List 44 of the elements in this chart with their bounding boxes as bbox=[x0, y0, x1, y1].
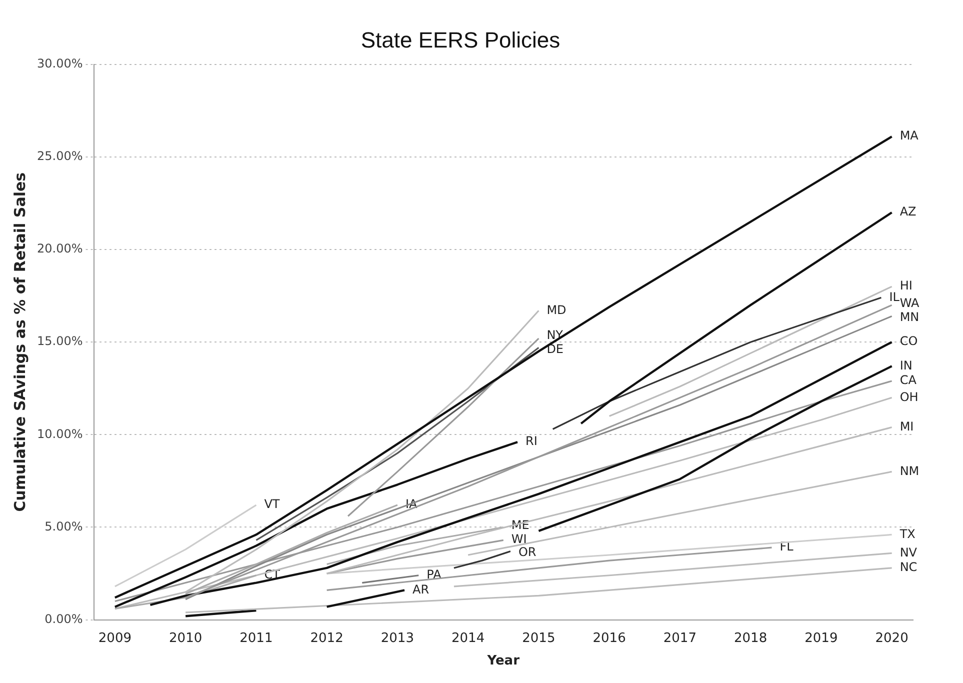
x-tick-label: 2009 bbox=[98, 630, 132, 646]
series-label: NM bbox=[900, 464, 920, 478]
y-tick-label: 25.00% bbox=[36, 149, 83, 164]
series-label: IN bbox=[900, 358, 912, 372]
series-label: AZ bbox=[900, 204, 916, 219]
y-tick-label: 0.00% bbox=[44, 612, 83, 626]
series-label: PA bbox=[426, 567, 442, 582]
y-tick-label: 20.00% bbox=[36, 242, 83, 256]
series-label: CA bbox=[900, 373, 918, 388]
series-label: OH bbox=[900, 390, 918, 404]
y-tick-label: 30.00% bbox=[36, 56, 83, 71]
x-tick-label: 2014 bbox=[452, 630, 485, 646]
y-tick-label: 5.00% bbox=[44, 519, 83, 534]
x-tick-label: 2018 bbox=[734, 630, 768, 646]
y-axis-title: Cumulative SAvings as % of Retail Sales bbox=[10, 172, 29, 512]
series-label: NV bbox=[900, 545, 918, 560]
x-tick-label: 2019 bbox=[804, 630, 838, 646]
series-label: WA bbox=[900, 296, 920, 310]
series-label: RI bbox=[526, 434, 538, 448]
series-label: HI bbox=[900, 278, 912, 293]
series-label: NC bbox=[900, 560, 918, 574]
series-label: MI bbox=[900, 419, 914, 434]
chart-title: State EERS Policies bbox=[360, 27, 560, 52]
y-tick-label: 10.00% bbox=[36, 426, 83, 441]
x-tick-label: 2017 bbox=[663, 630, 696, 646]
series-label: MD bbox=[546, 302, 566, 317]
series-label: CO bbox=[900, 334, 918, 348]
series-label: AR bbox=[412, 582, 430, 596]
x-tick-label: 2020 bbox=[875, 630, 908, 646]
series-label: MN bbox=[900, 310, 920, 324]
series-label: WI bbox=[511, 532, 527, 546]
x-axis-title: Year bbox=[486, 654, 520, 669]
x-tick-label: 2013 bbox=[380, 630, 414, 646]
series-label: VT bbox=[264, 497, 280, 512]
x-tick-label: 2010 bbox=[169, 630, 202, 646]
x-tick-label: 2011 bbox=[240, 630, 273, 646]
series-label: OR bbox=[518, 545, 536, 560]
series-label: TX bbox=[898, 526, 916, 541]
x-tick-label: 2012 bbox=[310, 630, 344, 646]
series-label: IL bbox=[889, 290, 900, 304]
y-tick-label: 15.00% bbox=[36, 334, 83, 348]
x-tick-label: 2016 bbox=[592, 630, 626, 646]
series-label: MA bbox=[900, 128, 920, 143]
x-tick-label: 2015 bbox=[522, 630, 556, 646]
